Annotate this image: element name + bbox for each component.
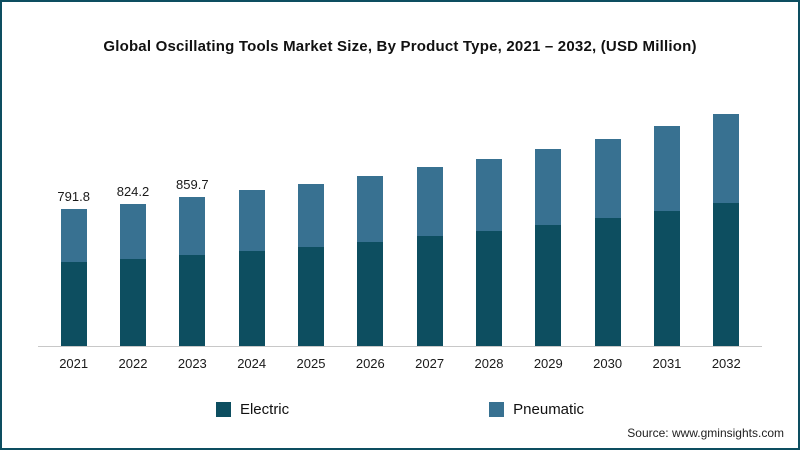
source-attribution: Source: www.gminsights.com xyxy=(627,426,784,440)
bar-electric-2025 xyxy=(297,246,324,346)
bar-electric-2027 xyxy=(416,236,443,346)
bar-group-2022: 824.2 xyxy=(103,184,162,346)
bar-pneumatic-2028 xyxy=(475,158,502,232)
bar-electric-2024 xyxy=(238,250,265,346)
bar-group-2029 xyxy=(519,148,578,346)
bar-pneumatic-2031 xyxy=(653,126,680,211)
bar-electric-2029 xyxy=(535,225,562,346)
bar-pneumatic-2022 xyxy=(119,203,146,259)
plot-area: 791.8 824.2 859.7 xyxy=(38,105,762,347)
bar-group-2021: 791.8 xyxy=(44,189,103,346)
chart-title: Global Oscillating Tools Market Size, By… xyxy=(103,38,697,55)
bar-group-2031 xyxy=(637,126,696,346)
x-tick-2026: 2026 xyxy=(355,356,385,371)
x-tick-2032: 2032 xyxy=(711,356,741,371)
bar-group-2023: 859.7 xyxy=(163,177,222,346)
bar-value-label-2023: 859.7 xyxy=(176,177,209,193)
x-tick-2028: 2028 xyxy=(474,356,504,371)
bar-group-2027 xyxy=(400,167,459,346)
bar-electric-2022 xyxy=(119,258,146,346)
x-tick-2023: 2023 xyxy=(177,356,207,371)
bar-electric-2028 xyxy=(475,231,502,346)
x-tick-2030: 2030 xyxy=(593,356,623,371)
bar-value-label-2021: 791.8 xyxy=(57,189,90,205)
x-tick-2025: 2025 xyxy=(296,356,326,371)
bar-pneumatic-2030 xyxy=(594,138,621,219)
legend: Electric Pneumatic xyxy=(2,401,798,418)
bar-pneumatic-2029 xyxy=(535,148,562,226)
bar-electric-2021 xyxy=(60,262,87,346)
bar-pneumatic-2021 xyxy=(60,209,87,263)
x-tick-2029: 2029 xyxy=(533,356,563,371)
bar-electric-2032 xyxy=(713,203,740,346)
bar-value-label-2022: 824.2 xyxy=(116,183,150,199)
x-tick-2027: 2027 xyxy=(415,356,445,371)
legend-item-pneumatic: Pneumatic xyxy=(489,401,584,418)
legend-label-pneumatic: Pneumatic xyxy=(513,401,585,418)
x-tick-2031: 2031 xyxy=(652,356,682,371)
bar-group-2032 xyxy=(697,114,756,346)
bar-group-2026 xyxy=(341,175,400,346)
bar-group-2028 xyxy=(459,158,518,346)
bar-group-2030 xyxy=(578,138,637,346)
legend-label-electric: Electric xyxy=(239,401,290,418)
bar-electric-2031 xyxy=(653,210,680,346)
chart: 791.8 824.2 859.7 2021 2022 2023 2024 2025 2026… xyxy=(38,105,762,371)
bar-pneumatic-2026 xyxy=(357,175,384,242)
bar-pneumatic-2024 xyxy=(238,190,265,251)
bar-group-2024 xyxy=(222,190,281,346)
x-tick-2022: 2022 xyxy=(118,356,148,371)
bar-electric-2030 xyxy=(594,218,621,346)
bar-electric-2023 xyxy=(179,254,206,346)
legend-swatch-electric xyxy=(215,402,231,417)
bar-group-2025 xyxy=(281,183,340,346)
bar-pneumatic-2025 xyxy=(297,183,324,247)
bar-pneumatic-2032 xyxy=(713,114,740,204)
x-axis-labels: 2021 2022 2023 2024 2025 2026 2027 2028 2029 2030… xyxy=(38,356,762,371)
x-tick-2021: 2021 xyxy=(59,356,89,371)
legend-swatch-pneumatic xyxy=(489,402,505,417)
bar-electric-2026 xyxy=(357,241,384,346)
bar-pneumatic-2023 xyxy=(179,197,206,255)
x-tick-2024: 2024 xyxy=(237,356,267,371)
legend-item-electric: Electric xyxy=(215,401,290,418)
bar-pneumatic-2027 xyxy=(416,167,443,237)
